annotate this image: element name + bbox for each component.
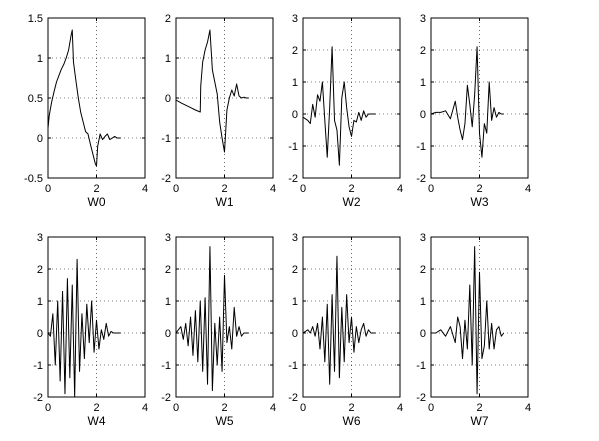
- y-tick-label: 0: [165, 328, 171, 340]
- y-tick-label: 0: [292, 109, 298, 121]
- y-tick-label: 2: [292, 45, 298, 57]
- y-tick-label: 2: [420, 264, 426, 276]
- y-tick-label: 1: [420, 77, 426, 89]
- series-line: [47, 258, 121, 398]
- x-tick-label: 4: [525, 183, 531, 195]
- y-tick-label: 0: [292, 328, 298, 340]
- x-tick-label: 0: [300, 183, 306, 195]
- y-tick-label: 0: [420, 109, 426, 121]
- x-axis-label: W2: [343, 195, 361, 209]
- y-tick-label: 1: [292, 296, 298, 308]
- x-tick-label: 4: [397, 402, 403, 414]
- x-axis-label: W5: [216, 414, 234, 428]
- y-tick-label: 2: [292, 264, 298, 276]
- x-tick-label: 4: [397, 183, 403, 195]
- x-tick-label: 2: [348, 402, 354, 414]
- x-tick-label: 2: [93, 402, 99, 414]
- subplot-w3: 0 2 4 -2 -1 0 1 2 3 W3: [416, 13, 531, 209]
- series-line: [47, 29, 121, 167]
- x-tick-label: 0: [428, 183, 434, 195]
- y-tick-label: -1: [161, 133, 171, 145]
- y-tick-label: 1: [37, 296, 43, 308]
- x-axis-label: W0: [88, 195, 106, 209]
- x-axis-label: W6: [343, 414, 361, 428]
- x-tick-label: 4: [142, 183, 148, 195]
- x-tick-label: 4: [525, 402, 531, 414]
- y-tick-label: 2: [420, 45, 426, 57]
- y-tick-label: -1: [288, 360, 298, 372]
- x-tick-label: 2: [221, 402, 227, 414]
- x-tick-label: 0: [45, 402, 51, 414]
- y-tick-label: 3: [292, 232, 298, 244]
- x-tick-label: 2: [348, 183, 354, 195]
- x-tick-label: 4: [270, 402, 276, 414]
- y-tick-label: 0.5: [28, 93, 43, 105]
- x-tick-label: 0: [45, 183, 51, 195]
- x-tick-label: 0: [300, 402, 306, 414]
- y-tick-label: 1.5: [28, 13, 43, 25]
- y-tick-label: -2: [416, 392, 426, 404]
- x-axis-label: W1: [216, 195, 234, 209]
- y-tick-label: -2: [288, 392, 298, 404]
- y-tick-label: -2: [288, 173, 298, 185]
- series-line: [175, 29, 249, 153]
- y-tick-label: -2: [161, 392, 171, 404]
- x-tick-label: 0: [428, 402, 434, 414]
- y-tick-label: 0: [37, 328, 43, 340]
- y-tick-label: 1: [292, 77, 298, 89]
- subplot-w5: 0 2 4 -2 -1 0 1 2 3 W5: [161, 232, 276, 428]
- x-tick-label: 4: [142, 402, 148, 414]
- x-axis-label: W3: [471, 195, 489, 209]
- y-tick-label: 3: [420, 232, 426, 244]
- series-line: [430, 46, 504, 158]
- y-tick-label: 0: [37, 133, 43, 145]
- y-tick-label: 3: [292, 13, 298, 25]
- x-tick-label: 0: [173, 183, 179, 195]
- y-tick-label: -1: [416, 141, 426, 153]
- x-axis-label: W7: [471, 414, 489, 428]
- x-tick-label: 2: [221, 183, 227, 195]
- subplot-w2: 0 2 4 -2 -1 0 1 2 3 W2: [288, 13, 403, 209]
- y-tick-label: 1: [420, 296, 426, 308]
- series-line: [431, 246, 505, 395]
- y-tick-label: 3: [37, 232, 43, 244]
- y-tick-label: 0: [420, 328, 426, 340]
- y-tick-label: -0.5: [24, 173, 43, 185]
- x-tick-label: 0: [173, 402, 179, 414]
- x-tick-label: 2: [93, 183, 99, 195]
- y-tick-label: 1: [37, 53, 43, 65]
- subplot-w4: 0 2 4 -2 -1 0 1 2 3 W4: [33, 232, 148, 428]
- series-line: [175, 246, 249, 392]
- y-tick-label: 1: [165, 296, 171, 308]
- x-tick-label: 2: [476, 183, 482, 195]
- subplot-w7: 0 2 4 -2 -1 0 1 2 3 W7: [416, 232, 531, 428]
- y-tick-label: 2: [165, 264, 171, 276]
- y-tick-label: 3: [165, 232, 171, 244]
- x-axis-label: W4: [88, 414, 106, 428]
- y-tick-label: 3: [420, 13, 426, 25]
- series-line: [302, 255, 376, 385]
- y-tick-label: -1: [416, 360, 426, 372]
- y-tick-label: 2: [165, 13, 171, 25]
- x-tick-label: 2: [476, 402, 482, 414]
- subplot-w0: 0 2 4-0.500.511.5W0: [24, 13, 148, 209]
- y-tick-label: 1: [165, 53, 171, 65]
- subplot-w6: 0 2 4 -2 -1 0 1 2 3 W6: [288, 232, 403, 428]
- x-tick-label: 4: [270, 183, 276, 195]
- y-tick-label: -2: [416, 173, 426, 185]
- y-tick-label: -2: [33, 392, 43, 404]
- y-tick-label: -1: [288, 141, 298, 153]
- y-tick-label: -1: [161, 360, 171, 372]
- y-tick-label: -2: [161, 173, 171, 185]
- series-line: [302, 46, 376, 166]
- y-tick-label: 2: [37, 264, 43, 276]
- y-tick-label: -1: [33, 360, 43, 372]
- y-tick-label: 0: [165, 93, 171, 105]
